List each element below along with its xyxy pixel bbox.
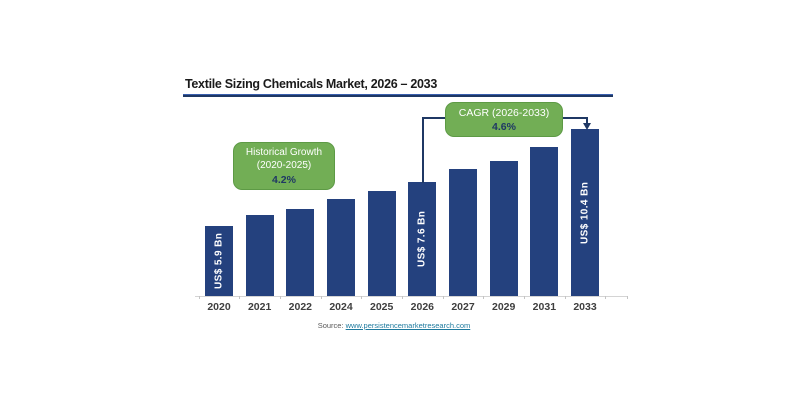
axis-tick <box>627 296 628 299</box>
x-axis-label-2027: 2027 <box>451 301 475 313</box>
bar-2025 <box>367 191 396 296</box>
title-underline <box>183 94 613 97</box>
chart-title: Textile Sizing Chemicals Market, 2026 – … <box>185 77 437 91</box>
x-axis-label-2031: 2031 <box>532 301 557 313</box>
axis-tick <box>442 296 444 299</box>
x-axis-label-2020: 2020 <box>207 301 231 313</box>
bar-2020: US$ 5.9 Bn <box>205 226 233 296</box>
bar-2029 <box>489 161 518 296</box>
source-row: Source: www.persistencemarketresearch.co… <box>144 321 644 330</box>
bar-value-label-2026: US$ 7.6 Bn <box>416 210 428 268</box>
bar-2026: US$ 7.6 Bn <box>408 182 437 296</box>
historical-growth-value: 4.2% <box>272 173 296 186</box>
axis-tick <box>483 296 485 299</box>
axis-tick <box>402 296 403 299</box>
bar-value-label-2033: US$ 10.4 Bn <box>579 181 591 244</box>
historical-growth-period: (2020-2025) <box>256 160 312 171</box>
cagr-value: 4.6% <box>492 120 516 133</box>
bar-value-label-2020: US$ 5.9 Bn <box>213 232 225 290</box>
historical-growth-callout: Historical Growth (2020-2025) 4.2% <box>233 142 335 190</box>
x-axis-label-2024: 2024 <box>329 301 353 313</box>
source-label: Source: <box>317 321 346 330</box>
bar-2027 <box>449 169 478 296</box>
x-axis-label-2022: 2022 <box>288 301 312 313</box>
cagr-callout: CAGR (2026-2033) 4.6% <box>445 102 563 137</box>
axis-tick <box>564 296 566 299</box>
x-axis-label-2026: 2026 <box>410 301 435 313</box>
axis-tick <box>280 296 281 299</box>
axis-tick <box>524 296 526 299</box>
x-axis-label-2033: 2033 <box>573 301 597 313</box>
axis-tick <box>605 296 607 299</box>
historical-growth-label: Historical Growth <box>245 146 323 158</box>
cagr-label: CAGR (2026-2033) <box>458 106 550 119</box>
axis-tick <box>239 296 241 299</box>
bar-2031 <box>530 147 559 296</box>
x-axis-label-2021: 2021 <box>247 301 272 313</box>
x-axis-line <box>195 296 628 297</box>
bar-2033: US$ 10.4 Bn <box>571 129 600 296</box>
x-axis-label-2029: 2029 <box>492 301 516 313</box>
axis-tick <box>320 296 322 299</box>
axis-tick <box>198 296 200 299</box>
bar-2024 <box>327 199 355 296</box>
source-link[interactable]: www.persistencemarketresearch.com <box>345 321 471 330</box>
x-axis-label-2025: 2025 <box>369 301 394 313</box>
bar-2021 <box>245 215 274 296</box>
bar-2022 <box>286 209 315 296</box>
axis-tick <box>361 296 363 299</box>
